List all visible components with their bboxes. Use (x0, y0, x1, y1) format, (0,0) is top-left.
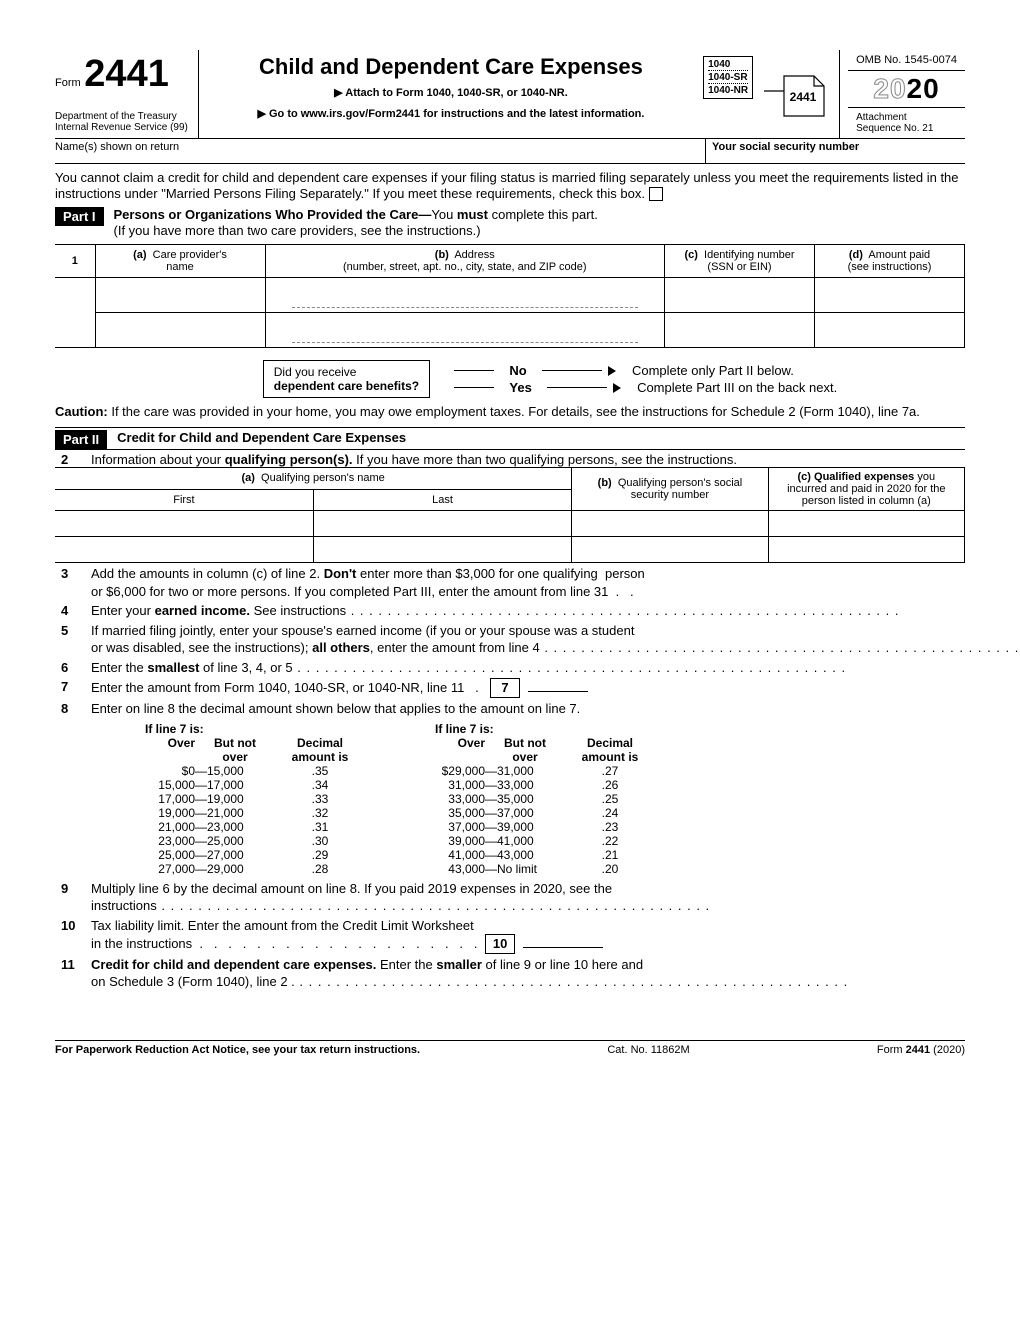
intro-text: You cannot claim a credit for child and … (55, 164, 965, 205)
form-number: 2441 (84, 53, 169, 95)
form-page: Form 2441 Department of the Treasury Int… (0, 0, 1020, 1320)
name-row: Name(s) shown on return Your social secu… (55, 139, 965, 164)
line7-amt[interactable] (528, 691, 588, 692)
form-number-box: Form 2441 Department of the Treasury Int… (55, 50, 199, 138)
attach-line: Attach to Form 1040, 1040-SR, or 1040-NR… (209, 86, 693, 99)
line9: 9 Multiply line 6 by the decimal amount … (55, 880, 1020, 915)
line5: 5 If married filing jointly, enter your … (55, 622, 1020, 657)
qp-row[interactable] (55, 511, 965, 537)
line6: 6 Enter the smallest of line 3, 4, or 5 (55, 659, 1020, 677)
line4: 4 Enter your earned income. See instruct… (55, 602, 1020, 620)
caution-text: Caution: If the care was provided in you… (55, 404, 965, 421)
tax-year: 2020 (848, 71, 965, 107)
ref-1040: 1040 (708, 59, 748, 71)
qualifying-table: (a) Qualifying person's name (b) Qualify… (55, 467, 965, 563)
line7: 7 Enter the amount from Form 1040, 1040-… (55, 678, 1020, 698)
qp-col-a: (a) Qualifying person's name (55, 468, 572, 490)
part2-title: Credit for Child and Dependent Care Expe… (117, 430, 406, 447)
providers-table: 1 (a) Care provider'sname (b) Address(nu… (55, 244, 965, 348)
question-box: Did you receive dependent care benefits? (263, 360, 430, 398)
col-a-head: (a) Care provider'sname (95, 245, 265, 278)
provider-row[interactable] (55, 278, 965, 313)
form-refs: 1040 1040-SR 1040-NR (703, 56, 753, 99)
dept-line1: Department of the Treasury (55, 111, 188, 122)
footer-right: Form 2441 (2020) (877, 1044, 965, 1056)
omb-number: OMB No. 1545-0074 (848, 50, 965, 71)
form-label: Form (55, 77, 81, 89)
provider-row[interactable] (55, 313, 965, 348)
line10-amt[interactable] (523, 947, 603, 948)
arrow-icon (608, 366, 616, 376)
qp-row[interactable] (55, 537, 965, 563)
qp-col-b: (b) Qualifying person's socialsecurity n… (572, 468, 768, 511)
line7-num: 7 (490, 678, 520, 698)
line11: 11 Credit for child and dependent care e… (55, 956, 1020, 991)
col-c-head: (c) Identifying number(SSN or EIN) (665, 245, 815, 278)
ref-side: 2441 (790, 90, 817, 104)
col-d-head: (d) Amount paid(see instructions) (815, 245, 965, 278)
qp-first: First (55, 489, 313, 511)
goto-line: Go to www.irs.gov/Form2441 for instructi… (209, 107, 693, 120)
arrows: No Complete only Part II below. Yes Comp… (454, 361, 837, 397)
part2-tab: Part II (55, 430, 107, 449)
footer: For Paperwork Reduction Act Notice, see … (55, 1040, 965, 1056)
h-dec: Decimalamount is (275, 736, 365, 764)
line8: 8 Enter on line 8 the decimal amount sho… (55, 700, 1020, 718)
h-notover: But notover (195, 736, 275, 764)
qp-last: Last (313, 489, 571, 511)
dept-line2: Internal Revenue Service (99) (55, 122, 188, 133)
attach-icon: 2441 (759, 56, 839, 126)
omb-box: OMB No. 1545-0074 2020 Attachment Sequen… (839, 50, 965, 138)
footer-left: For Paperwork Reduction Act Notice, see … (55, 1044, 420, 1056)
arrow-icon (613, 383, 621, 393)
qp-col-c: (c) Qualified expenses youincurred and p… (768, 468, 964, 511)
ref-1040sr: 1040-SR (708, 72, 748, 84)
line2: 2 Information about your qualifying pers… (55, 449, 965, 467)
row-num: 1 (55, 245, 95, 278)
name-field-label[interactable]: Name(s) shown on return (55, 139, 705, 163)
part1-tab: Part I (55, 207, 104, 226)
rate-table: If line 7 is: OverBut notoverDecimalamou… (115, 722, 1020, 876)
header: Form 2441 Department of the Treasury Int… (55, 50, 965, 139)
mfs-checkbox[interactable] (649, 187, 663, 201)
part1-title: Persons or Organizations Who Provided th… (114, 207, 598, 241)
lines-area: 3 Add the amounts in column (c) of line … (55, 563, 965, 1037)
ref-1040nr: 1040-NR (708, 85, 748, 96)
form-title: Child and Dependent Care Expenses (209, 54, 693, 80)
line10: 10 Tax liability limit. Enter the amount… (55, 917, 1020, 954)
part1-head: Part I Persons or Organizations Who Prov… (55, 207, 965, 241)
line10-num: 10 (485, 934, 515, 954)
part2-head: Part II Credit for Child and Dependent C… (55, 430, 965, 449)
seq-box: Attachment Sequence No. 21 (848, 107, 965, 138)
ref-svg-area: 1040 1040-SR 1040-NR 2441 (703, 50, 839, 138)
footer-mid: Cat. No. 11862M (607, 1044, 689, 1056)
line3: 3 Add the amounts in column (c) of line … (55, 565, 1020, 600)
col-b-head: (b) Address(number, street, apt. no., ci… (265, 245, 665, 278)
title-box: Child and Dependent Care Expenses Attach… (199, 50, 703, 138)
benefits-question: Did you receive dependent care benefits?… (55, 360, 965, 398)
ssn-field-label[interactable]: Your social security number (705, 139, 965, 163)
